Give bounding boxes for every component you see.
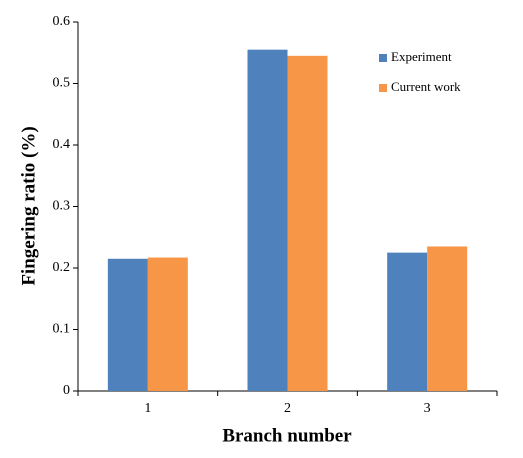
bar <box>387 252 428 391</box>
bar <box>247 49 288 392</box>
bar <box>107 258 148 391</box>
y-tick-label: 0.4 <box>53 137 71 152</box>
y-tick-label: 0.2 <box>53 260 71 275</box>
x-tick-label: 3 <box>424 401 431 416</box>
y-tick-label: 0.3 <box>53 199 71 214</box>
y-tick-label: 0 <box>63 383 70 398</box>
legend-text: Experiment <box>391 49 452 64</box>
y-tick-label: 0.5 <box>53 76 71 91</box>
y-axis-title: Fingering ratio (%) <box>18 126 39 285</box>
y-tick-label: 0.6 <box>53 14 71 29</box>
bar <box>287 55 328 391</box>
x-tick-label: 1 <box>144 401 151 416</box>
bar <box>147 257 188 391</box>
bar <box>427 246 468 391</box>
legend-text: Current work <box>391 79 461 94</box>
legend-swatch <box>379 84 387 92</box>
y-tick-label: 0.1 <box>53 322 71 337</box>
legend-swatch <box>379 54 387 62</box>
x-axis-title: Branch number <box>222 425 352 446</box>
x-tick-label: 2 <box>284 401 291 416</box>
